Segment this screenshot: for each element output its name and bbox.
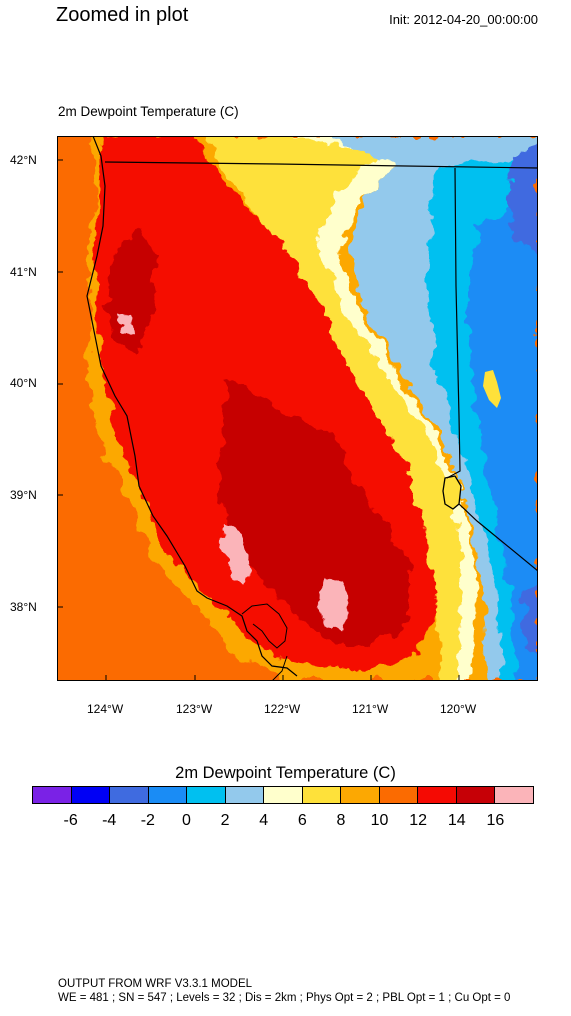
colorbar-swatch-9 [379, 787, 419, 803]
land-lightyellow-band [287, 136, 538, 681]
lake-tahoe-outline [442, 475, 462, 510]
colorbar-swatch-7 [302, 787, 342, 803]
colorbar-swatch-6 [264, 787, 303, 803]
colorbar-label-11: 16 [486, 812, 505, 829]
lat-label-42n: 42°N [10, 153, 37, 167]
lon-label-123w: 123°W [176, 702, 213, 716]
lat-label-41n: 41°N [10, 265, 37, 279]
lon-label-122w: 122°W [264, 702, 301, 716]
colorbar-label-8: 10 [370, 812, 389, 829]
lat-label-38n: 38°N [10, 600, 37, 614]
model-info-line2: WE = 481 ; SN = 547 ; Levels = 32 ; Dis … [58, 992, 511, 1004]
colorbar-title: 2m Dewpoint Temperature (C) [175, 764, 396, 782]
colorbar-label-0: -6 [63, 812, 78, 829]
colorbar-swatch-10 [418, 787, 457, 803]
lat-label-39n: 39°N [10, 488, 37, 502]
land-darkred-region [217, 376, 412, 646]
coastline [86, 136, 298, 677]
dewpoint-map [57, 136, 538, 681]
colorbar-swatch-4 [187, 787, 226, 803]
model-info-line1: OUTPUT FROM WRF V3.3.1 MODEL [58, 978, 253, 990]
sf-bay-outline [241, 603, 288, 681]
colorbar-label-7: 8 [336, 812, 346, 829]
lon-label-121w: 121°W [352, 702, 389, 716]
state-border-east [446, 167, 538, 572]
colorbar-swatch-2 [110, 787, 149, 803]
colorbar-label-5: 4 [259, 812, 269, 829]
map-frame [57, 136, 538, 681]
colorbar-swatch-11 [456, 787, 496, 803]
plot-title: Zoomed in plot [56, 4, 189, 26]
land-pink-spot-1 [222, 526, 249, 581]
colorbar-label-6: 6 [297, 812, 307, 829]
colorbar-swatch-3 [148, 787, 188, 803]
lon-label-120w: 120°W [440, 702, 477, 716]
colorbar-swatch-12 [495, 787, 533, 803]
land-yellow-band [207, 136, 538, 681]
init-time-label: Init: 2012-04-20_00:00:00 [389, 12, 538, 27]
lat-label-40n: 40°N [10, 376, 37, 390]
land-pink-spot-2 [319, 576, 349, 631]
pyramid-lake [483, 370, 501, 408]
colorbar-swatch-8 [341, 787, 380, 803]
colorbar-swatch-5 [225, 787, 265, 803]
colorbar-label-2: -2 [140, 812, 155, 829]
colorbar-label-4: 2 [220, 812, 230, 829]
lon-label-124w: 124°W [87, 702, 124, 716]
colorbar-label-3: 0 [182, 812, 191, 829]
land-darkred-north [107, 226, 157, 356]
land-deepblue-patch-south [522, 586, 538, 656]
lon-ticks [105, 675, 460, 681]
land-blue-region [467, 196, 538, 681]
land-pink-spot-3 [119, 314, 131, 332]
colorbar-swatch-0 [33, 787, 72, 803]
colorbar-label-1: -4 [102, 812, 117, 829]
lat-ticks [57, 159, 63, 608]
colorbar-swatch-1 [71, 787, 111, 803]
colorbar [32, 786, 534, 804]
colorbar-label-10: 14 [447, 812, 466, 829]
land-deepblue-patch [507, 146, 538, 256]
colorbar-label-9: 12 [409, 812, 428, 829]
map-subtitle: 2m Dewpoint Temperature (C) [58, 104, 239, 119]
state-border-north [104, 161, 538, 169]
